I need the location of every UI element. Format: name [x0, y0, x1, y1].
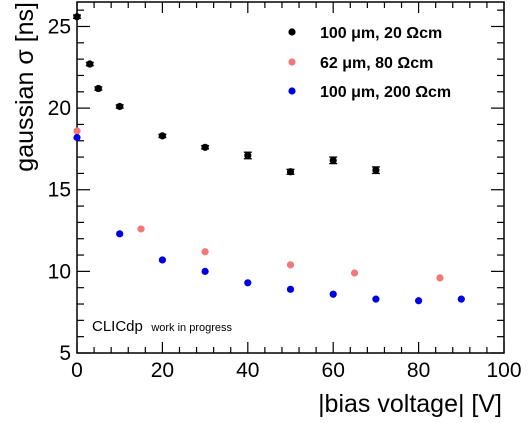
data-point [95, 85, 102, 92]
data-point [287, 261, 294, 268]
data-point [202, 268, 209, 275]
data-point [116, 230, 123, 237]
legend-label-series-1: 62 μm, 80 Ωcm [320, 55, 433, 72]
legend-marker-series-1 [288, 58, 295, 65]
data-point [137, 225, 144, 232]
data-point [287, 168, 294, 175]
y-tick-label: 25 [48, 15, 71, 38]
legend-label-series-0: 100 μm, 20 Ωcm [320, 25, 442, 42]
data-point [330, 157, 337, 164]
x-tick-label: 40 [236, 359, 259, 382]
x-tick-label: 80 [407, 359, 430, 382]
data-point [372, 296, 379, 303]
legend-marker-series-2 [288, 87, 295, 94]
data-point [372, 167, 379, 174]
data-point [73, 13, 80, 20]
y-tick-label: 10 [48, 260, 71, 283]
data-point [159, 256, 166, 263]
data-point [116, 103, 123, 110]
x-tick-label: 100 [486, 359, 521, 382]
data-point [287, 286, 294, 293]
y-tick-label: 20 [48, 97, 71, 120]
annotation-main: CLICdp [92, 318, 143, 335]
y-tick-label: 5 [59, 342, 71, 365]
series-1 [73, 127, 443, 281]
data-point [415, 297, 422, 304]
legend-label-series-2: 100 μm, 200 Ωcm [320, 84, 451, 101]
data-point [73, 134, 80, 141]
x-tick-label: 20 [151, 359, 174, 382]
series-2 [73, 134, 465, 304]
legend-marker-series-0 [288, 28, 295, 35]
plot-frame [77, 2, 504, 353]
data-point [159, 132, 166, 139]
data-point [436, 274, 443, 281]
data-point [330, 291, 337, 298]
data-point [458, 296, 465, 303]
x-axis-title: |bias voltage| [V] [318, 390, 502, 418]
data-point [244, 152, 251, 159]
x-tick-label: 0 [71, 359, 83, 382]
data-point [73, 127, 80, 134]
annotation-sub: work in progress [150, 322, 232, 334]
data-point [86, 60, 93, 67]
data-point [351, 269, 358, 276]
data-point [244, 279, 251, 286]
clicdp-annotation: CLICdp work in progress [92, 318, 233, 335]
legend: 100 μm, 20 Ωcm 62 μm, 80 Ωcm 100 μm, 200… [288, 25, 451, 101]
y-axis-ticks: 5 10 15 20 25 [48, 10, 504, 365]
y-axis-title: gaussian σ [ns] [11, 2, 39, 172]
y-tick-label: 15 [48, 179, 71, 202]
data-point [202, 144, 209, 151]
data-point [202, 248, 209, 255]
x-tick-label: 60 [322, 359, 345, 382]
